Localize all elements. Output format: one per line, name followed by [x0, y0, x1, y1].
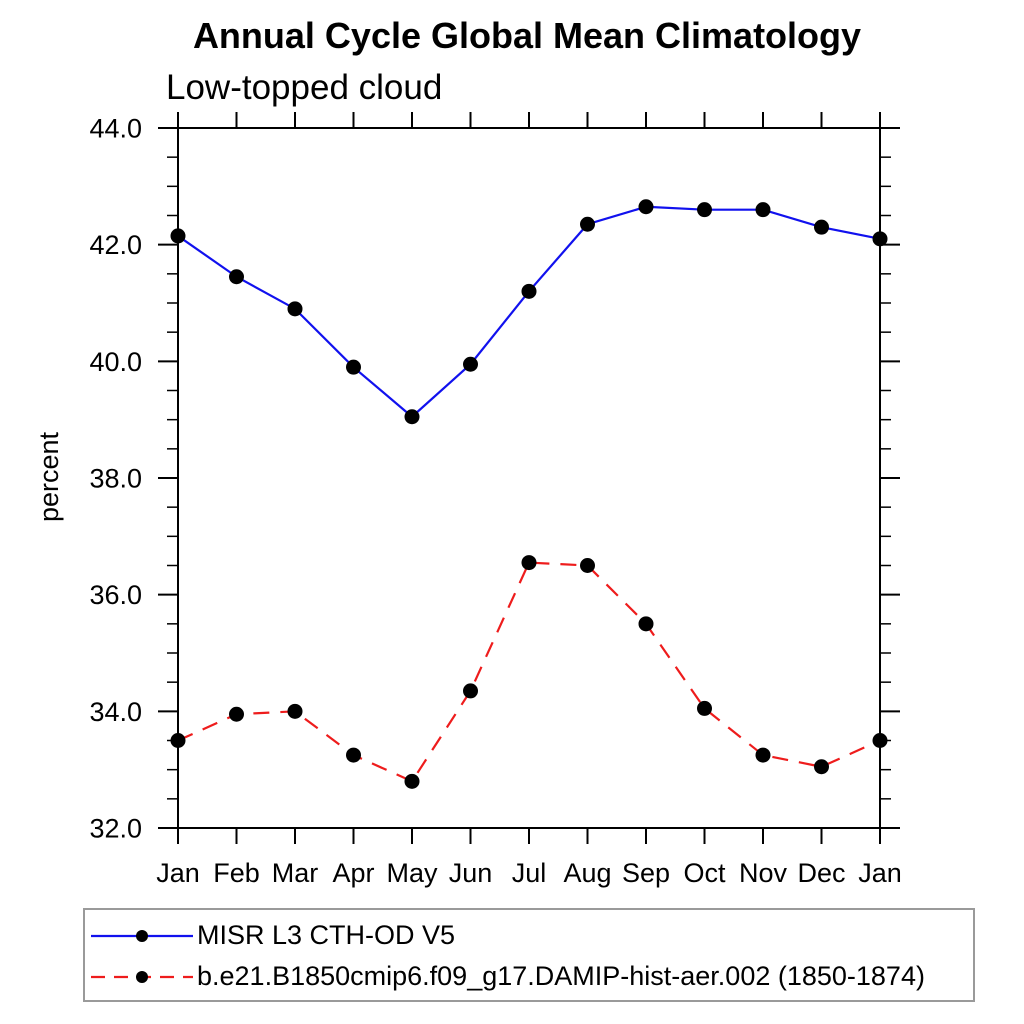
data-point-marker [872, 733, 888, 748]
data-point-marker [463, 356, 478, 372]
series-line-1 [177, 561, 881, 783]
data-point-marker [755, 747, 771, 763]
y-tick-label: 36.0 [89, 580, 142, 610]
data-point-marker [697, 700, 712, 716]
data-point-marker [814, 759, 829, 775]
plot-frame [177, 127, 881, 829]
x-tick-label: Jan [156, 858, 200, 888]
chart-subtitle: Low-topped cloud [166, 68, 442, 107]
y-tick-label: 42.0 [89, 230, 142, 260]
series-line-0 [177, 205, 881, 419]
y-tick-label: 38.0 [89, 464, 142, 494]
x-tick-label: Jul [512, 858, 547, 888]
y-tick-label: 44.0 [89, 114, 142, 144]
x-tick-label: Jan [858, 858, 902, 888]
y-tick-label: 34.0 [89, 697, 142, 727]
data-point-marker [404, 773, 420, 789]
legend-label-model: b.e21.B1850cmip6.f09_g17.DAMIP-hist-aer.… [197, 961, 925, 991]
data-point-marker [521, 283, 537, 299]
legend-sample-solid-line [91, 929, 193, 942]
x-tick-label: Dec [797, 858, 845, 888]
plot-area: 32.0 34.0 36.0 38.0 40.0 42.0 44.0 Jan Feb Mar Apr… [89, 112, 902, 888]
legend-box: MISR L3 CTH-OD V5 b.e21.B1850cmip6.f09_g… [83, 908, 975, 1002]
data-point-marker [521, 555, 537, 571]
x-tick-label: Feb [213, 858, 260, 888]
y-tick-label: 32.0 [89, 814, 142, 844]
data-point-marker [638, 616, 654, 632]
data-point-marker [170, 228, 186, 244]
data-point-marker [580, 558, 595, 573]
x-tick-label: Apr [332, 858, 374, 888]
data-point-marker [287, 703, 303, 719]
data-point-marker [638, 199, 654, 215]
data-point-marker [287, 301, 303, 317]
x-tick-label: Aug [563, 858, 611, 888]
data-point-marker [755, 202, 771, 218]
legend-item-obs: MISR L3 CTH-OD V5 [89, 915, 973, 956]
data-point-marker [463, 683, 478, 699]
chart-title: Annual Cycle Global Mean Climatology [193, 15, 861, 56]
data-point-marker [404, 409, 420, 425]
x-tick-label: Sep [622, 858, 670, 888]
data-point-marker [697, 202, 712, 218]
data-point-marker [170, 733, 186, 748]
data-point-marker [872, 231, 888, 247]
y-tick-label: 40.0 [89, 347, 142, 377]
data-point-marker [580, 216, 595, 232]
data-point-marker [814, 219, 829, 235]
data-point-marker [346, 359, 361, 375]
y-axis-title: percent [34, 431, 64, 522]
legend-sample-dashed-line [91, 970, 193, 983]
x-tick-label: Mar [272, 858, 319, 888]
x-tick-label: May [386, 858, 438, 888]
x-tick-label: Nov [739, 858, 788, 888]
x-tick-label: Jun [449, 858, 493, 888]
data-point-marker [346, 747, 361, 763]
legend-item-model: b.e21.B1850cmip6.f09_g17.DAMIP-hist-aer.… [89, 956, 973, 997]
data-point-marker [229, 269, 244, 285]
x-tick-label: Oct [683, 858, 726, 888]
legend-label-obs: MISR L3 CTH-OD V5 [197, 920, 456, 950]
data-point-marker [229, 706, 244, 722]
